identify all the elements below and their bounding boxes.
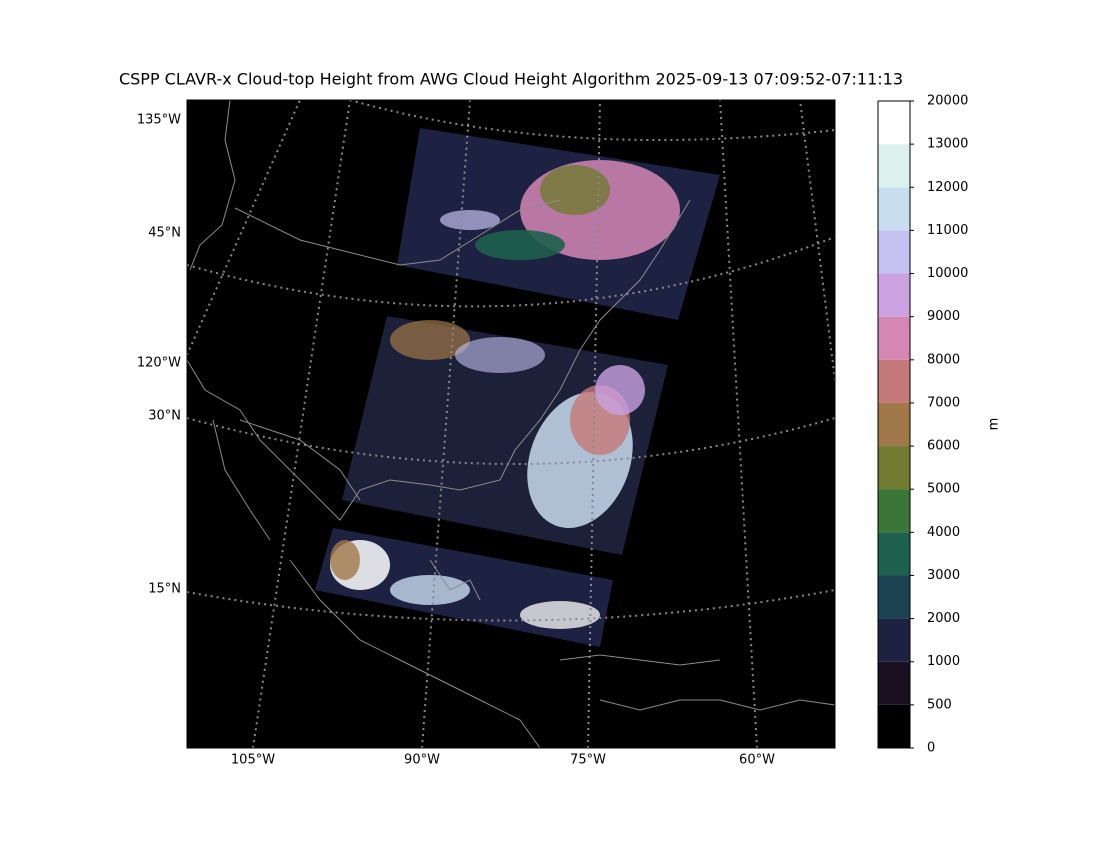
meridian bbox=[186, 99, 301, 356]
meridian bbox=[421, 99, 471, 749]
colorbar-tick-label: 500 bbox=[927, 697, 952, 712]
colorbar-bin bbox=[878, 273, 910, 317]
coastline bbox=[559, 654, 721, 666]
parallel bbox=[186, 589, 836, 622]
cloud-swaths bbox=[315, 128, 720, 647]
cloud bbox=[440, 210, 500, 230]
colorbar-bin bbox=[878, 402, 910, 447]
meridian bbox=[719, 99, 758, 749]
cloud bbox=[330, 540, 360, 580]
lat-label: 120°W bbox=[137, 356, 181, 371]
coastline bbox=[186, 199, 691, 521]
coastline bbox=[429, 559, 481, 601]
colorbar-bin bbox=[878, 316, 910, 360]
colorbar-tick-label: 9000 bbox=[927, 309, 960, 324]
graticule bbox=[186, 99, 836, 749]
cloud bbox=[595, 365, 645, 415]
lon-label: 105°W bbox=[231, 753, 275, 768]
border bbox=[234, 199, 561, 266]
colorbar-bin bbox=[878, 704, 910, 748]
parallel bbox=[186, 417, 836, 465]
lat-label: 135°W bbox=[137, 113, 181, 128]
coastline bbox=[599, 699, 836, 711]
cloud bbox=[520, 601, 600, 629]
colorbar-tick-label: 13000 bbox=[927, 137, 968, 152]
parallel bbox=[186, 236, 836, 308]
colorbar-bin bbox=[878, 446, 910, 490]
colorbar-bin bbox=[878, 661, 910, 705]
meridian bbox=[252, 99, 351, 749]
colorbar-tick-label: 11000 bbox=[927, 223, 968, 238]
colorbar-tick-label: 0 bbox=[927, 741, 935, 756]
cloud bbox=[390, 320, 470, 360]
colorbar-tick-label: 1000 bbox=[927, 654, 960, 669]
colorbar-bin bbox=[878, 187, 910, 231]
lon-label: 75°W bbox=[570, 753, 606, 768]
colorbar-tick-label: 5000 bbox=[927, 482, 960, 497]
colorbar-bin bbox=[878, 575, 910, 619]
lon-label: 90°W bbox=[404, 753, 440, 768]
lat-label: 15°N bbox=[148, 582, 181, 597]
border bbox=[239, 419, 361, 501]
lon-label: 60°W bbox=[739, 753, 775, 768]
coastline bbox=[212, 419, 271, 541]
cloud bbox=[390, 575, 470, 605]
coastline bbox=[289, 559, 541, 749]
colorbar-tick-label: 6000 bbox=[927, 439, 960, 454]
colorbar-tick-label: 7000 bbox=[927, 395, 960, 410]
cloud bbox=[540, 165, 610, 215]
meridian bbox=[799, 99, 836, 381]
lat-label: 30°N bbox=[148, 409, 181, 424]
colorbar-bin bbox=[878, 230, 910, 274]
colorbar-label: m bbox=[987, 418, 1002, 431]
colorbar-tick-label: 8000 bbox=[927, 352, 960, 367]
parallel bbox=[349, 99, 836, 141]
colorbar-bin bbox=[878, 618, 910, 662]
cloud bbox=[475, 230, 565, 260]
title: CSPP CLAVR-x Cloud-top Height from AWG C… bbox=[119, 70, 903, 89]
colorbar-frame bbox=[877, 100, 911, 749]
cloud bbox=[455, 337, 545, 373]
meridian bbox=[587, 99, 601, 749]
colorbar-tick-label: 10000 bbox=[927, 266, 968, 281]
lat-label: 45°N bbox=[148, 226, 181, 241]
colorbar-tick-label: 12000 bbox=[927, 180, 968, 195]
colorbar-tick-label: 3000 bbox=[927, 568, 960, 583]
colorbar-tick-label: 4000 bbox=[927, 525, 960, 540]
colorbar-bin bbox=[878, 144, 910, 188]
coastlines bbox=[186, 99, 836, 749]
colorbar-bin bbox=[878, 532, 910, 576]
colorbar-tick-label: 20000 bbox=[927, 94, 968, 109]
coastline bbox=[189, 99, 236, 271]
colorbar-bin bbox=[878, 101, 910, 145]
colorbar-tick-label: 2000 bbox=[927, 611, 960, 626]
map-frame bbox=[186, 99, 836, 749]
colorbar-bin bbox=[878, 359, 910, 403]
colorbar-bin bbox=[878, 489, 910, 533]
